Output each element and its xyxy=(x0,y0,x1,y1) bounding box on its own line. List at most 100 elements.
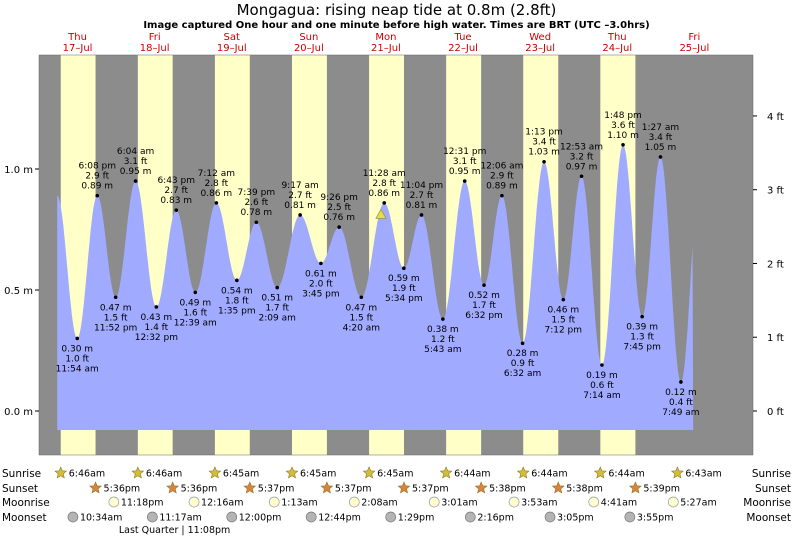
sunrise-icon xyxy=(131,466,145,479)
sunset-icon xyxy=(551,481,565,494)
svg-text:0.86 m: 0.86 m xyxy=(368,189,400,199)
svg-text:1.10 m: 1.10 m xyxy=(607,131,639,141)
low-tide-point xyxy=(679,380,683,384)
svg-text:6:04 am: 6:04 am xyxy=(117,147,154,157)
svg-text:11:54 am: 11:54 am xyxy=(56,364,99,374)
svg-text:2:09 am: 2:09 am xyxy=(259,314,296,324)
moonrise-time: 12:16am xyxy=(201,498,243,509)
low-tide-point xyxy=(520,341,525,346)
svg-text:1.3 ft: 1.3 ft xyxy=(630,333,654,343)
svg-text:0.81 m: 0.81 m xyxy=(406,201,438,211)
moonset-time: 11:17am xyxy=(159,513,201,524)
sunset-time: 5:38pm xyxy=(566,484,603,495)
sunrise-time: 6:45am xyxy=(377,469,413,480)
moonrise-icon xyxy=(188,496,200,508)
right-tick-label: 2 ft xyxy=(767,259,784,270)
low-tide-point xyxy=(154,305,159,309)
svg-text:0.89 m: 0.89 m xyxy=(81,182,113,192)
high-tide-point xyxy=(95,193,100,198)
svg-text:0.95 m: 0.95 m xyxy=(120,167,152,177)
day-of-week-label: Fri xyxy=(688,32,700,43)
svg-text:1:27 am: 1:27 am xyxy=(642,123,679,133)
sunset-icon xyxy=(397,481,411,494)
svg-text:2.6 ft: 2.6 ft xyxy=(244,198,268,208)
svg-text:3:45 pm: 3:45 pm xyxy=(302,289,340,299)
low-tide-label: 0.47 m1.5 ft4:20 am xyxy=(343,303,380,333)
low-tide-point xyxy=(561,297,566,302)
svg-text:1:48 pm: 1:48 pm xyxy=(604,111,642,121)
svg-text:12:53 am: 12:53 am xyxy=(560,142,603,152)
high-tide-point xyxy=(658,155,663,159)
svg-text:0.86 m: 0.86 m xyxy=(200,189,232,199)
svg-text:6:32 pm: 6:32 pm xyxy=(465,311,503,321)
sunset-icon xyxy=(320,481,334,494)
high-tide-label: 11:04 pm2.7 ft0.81 m xyxy=(400,181,443,211)
current-tide-marker xyxy=(375,208,387,219)
moonrise-icon xyxy=(588,496,600,508)
moonset-icon xyxy=(544,511,556,523)
right-tick-label: 0 ft xyxy=(767,407,784,418)
left-tick-label: 0.5 m xyxy=(4,286,33,297)
sunset-time: 5:39pm xyxy=(643,484,680,495)
moonrise-row-label-right: Moonrise xyxy=(743,497,791,509)
sunset-icon xyxy=(628,481,642,494)
moonrise-time: 11:18pm xyxy=(121,498,164,509)
moonrise-time: 5:27am xyxy=(680,498,716,509)
plot-frame xyxy=(38,54,754,456)
svg-text:2.9 ft: 2.9 ft xyxy=(85,172,109,182)
sunrise-row-label-right: Sunrise xyxy=(752,468,791,480)
svg-text:0.76 m: 0.76 m xyxy=(323,213,355,223)
low-tide-point xyxy=(193,290,198,295)
moonset-icon xyxy=(67,511,79,523)
date-label: 24–Jul xyxy=(602,43,632,54)
day-of-week-label: Wed xyxy=(529,32,551,43)
svg-text:0.47 m: 0.47 m xyxy=(100,303,132,313)
svg-text:0.52 m: 0.52 m xyxy=(468,291,500,301)
high-tide-label: 6:04 am3.1 ft0.95 m xyxy=(117,147,154,177)
svg-text:12:31 pm: 12:31 pm xyxy=(443,147,486,157)
svg-text:0.54 m: 0.54 m xyxy=(221,286,253,296)
low-tide-label: 0.19 m0.6 ft7:14 am xyxy=(583,371,620,401)
moonrise-icon xyxy=(508,496,520,508)
svg-text:1.7 ft: 1.7 ft xyxy=(472,301,496,311)
low-tide-label: 0.59 m1.9 ft5:34 pm xyxy=(385,274,423,304)
date-label: 17–Jul xyxy=(63,43,93,54)
svg-text:5:34 pm: 5:34 pm xyxy=(385,294,423,304)
moonset-time: 12:00pm xyxy=(239,513,282,524)
low-tide-point xyxy=(482,283,486,287)
sunset-time: 5:36pm xyxy=(181,484,218,495)
svg-text:1.7 ft: 1.7 ft xyxy=(265,304,289,314)
low-tide-label: 0.51 m1.7 ft2:09 am xyxy=(259,294,296,324)
svg-text:9:26 pm: 9:26 pm xyxy=(320,193,358,203)
high-tide-point xyxy=(214,201,219,205)
sun-moon-table: Sunrise Sunrise Sunset Sunset Moonrise Moonri… xyxy=(2,466,791,536)
low-tide-label: 0.54 m1.8 ft1:35 pm xyxy=(218,286,256,316)
high-tide-label: 1:13 pm3.4 ft1.03 m xyxy=(525,128,563,158)
high-tide-point xyxy=(542,159,546,164)
high-tide-point xyxy=(419,213,424,217)
high-tide-point xyxy=(382,201,387,205)
moon-phase-label: Last Quarter | 11:08pm xyxy=(119,525,230,536)
low-tide-label: 0.61 m2.0 ft3:45 pm xyxy=(302,269,340,299)
moonrise-icon xyxy=(348,496,360,508)
right-tick-label: 3 ft xyxy=(767,186,784,197)
svg-text:1:35 pm: 1:35 pm xyxy=(218,306,256,316)
svg-text:0.28 m: 0.28 m xyxy=(507,349,539,359)
sunset-time: 5:36pm xyxy=(104,484,141,495)
low-tide-point xyxy=(441,317,445,321)
moonrise-row-label-left: Moonrise xyxy=(2,497,50,509)
moonrise-icon xyxy=(268,496,280,508)
svg-text:11:52 pm: 11:52 pm xyxy=(94,323,137,333)
moonset-time: 10:34am xyxy=(80,513,122,524)
svg-text:0.43 m: 0.43 m xyxy=(141,313,173,323)
high-tide-label: 12:06 am2.9 ft0.89 m xyxy=(480,162,523,192)
svg-text:12:39 am: 12:39 am xyxy=(174,318,217,328)
svg-text:1.9 ft: 1.9 ft xyxy=(392,284,416,294)
high-tide-label: 7:39 pm2.6 ft0.78 m xyxy=(238,188,276,218)
date-label: 20–Jul xyxy=(294,43,324,54)
moonset-time: 3:55pm xyxy=(637,513,674,524)
svg-text:0.12 m: 0.12 m xyxy=(665,388,697,398)
svg-text:11:28 am: 11:28 am xyxy=(363,169,406,179)
svg-text:7:12 am: 7:12 am xyxy=(198,169,235,179)
